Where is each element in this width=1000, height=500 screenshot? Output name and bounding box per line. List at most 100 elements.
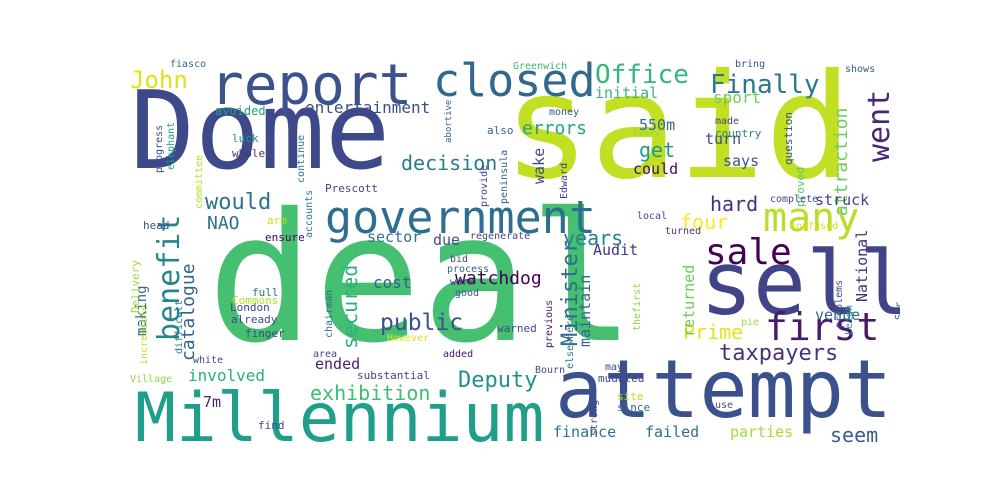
word-went: went [862, 89, 897, 163]
word-report: report [210, 53, 413, 118]
word-hard: hard [710, 192, 759, 216]
word-already: already [231, 313, 278, 326]
word-warned: warned [497, 322, 537, 335]
word-due: due [433, 231, 461, 249]
word-failed: failed [645, 423, 700, 441]
word-deal: deal [207, 175, 636, 382]
word-incredible: incredible [139, 304, 150, 366]
word-national: National [853, 229, 871, 303]
word-peninsula: peninsula [499, 149, 510, 205]
word-full: full [252, 286, 279, 299]
word-550m: 550m [639, 116, 676, 134]
word-public: public [380, 310, 464, 336]
word-john: John [130, 66, 188, 94]
word-millennium: Millennium [135, 379, 545, 451]
word-every: Every [633, 129, 661, 139]
word-maintain: maintain [576, 274, 594, 348]
word-taxpayers: taxpayers [719, 341, 839, 366]
word-turn: turn [705, 130, 742, 148]
word-cloud: said deal Dome attempt Millennium sell report g… [125, 50, 900, 450]
word-sport: sport [713, 88, 762, 107]
word-finance: finance [553, 423, 617, 441]
word-bring: bring [735, 59, 766, 70]
word-bourn: Bourn [535, 365, 566, 376]
word-audit: Audit [593, 241, 639, 259]
word-added: added [443, 349, 474, 360]
word-elsewhere: elsewhere [565, 314, 576, 370]
word-head: head [143, 219, 170, 232]
word-question: question [782, 111, 795, 165]
word-greenwich: Greenwich [513, 61, 568, 72]
word-cost: cost [373, 273, 412, 292]
word-struck: struck [815, 191, 870, 209]
word-bid: bid [450, 254, 469, 265]
word-shows: shows [845, 64, 876, 75]
word-village: Village [130, 374, 173, 385]
word-sell: sell [700, 232, 900, 335]
word-7m: 7m [203, 393, 222, 411]
word-returned: returned [680, 264, 698, 338]
word-turned: turned [665, 226, 702, 237]
word-government: government [325, 191, 596, 244]
word-previous: previous [544, 299, 555, 349]
word-prescott: Prescott [325, 182, 378, 195]
word-nao: NAO [207, 213, 240, 234]
word-arm: arm [267, 214, 287, 227]
word-said: said [503, 50, 853, 212]
word-white: white [193, 355, 224, 366]
word-would: would [205, 190, 272, 215]
word-years: years [563, 226, 624, 250]
word-decision: decision [401, 151, 498, 175]
word-entertainment: entertainment [305, 98, 431, 117]
word-good: good [455, 288, 480, 299]
word-watchdog: watchdog [455, 268, 542, 289]
word-muddled: muddled [598, 372, 645, 385]
word-thefirst: thefirst [632, 282, 643, 332]
word-edward: Edward [559, 162, 570, 200]
word-strong: strong [589, 399, 600, 437]
word-ensure: ensure [265, 231, 305, 244]
word-difficult: difficult [174, 299, 185, 355]
word-substantial: substantial [357, 369, 430, 382]
word-secured: secured [338, 264, 362, 350]
word-leigh: Leigh [844, 304, 855, 336]
word-could: could [633, 160, 679, 178]
word-made: made [715, 116, 740, 127]
word-prime: Prime [683, 320, 744, 344]
word-whole: whole [232, 147, 266, 160]
word-many: many [763, 195, 860, 241]
word-may: may [605, 362, 624, 373]
word-work: work [450, 277, 475, 288]
word-attempt: attempt [555, 343, 893, 436]
word-continue: continue [296, 134, 307, 184]
word-accounts: accounts [304, 189, 315, 239]
word-office: Office [595, 60, 689, 90]
word-complete: complete [770, 194, 819, 205]
word-commons: Commons [232, 294, 279, 307]
word-venue: venue [815, 306, 861, 324]
word-says: says [723, 152, 760, 170]
word-provide: provide [479, 164, 490, 208]
word-abortive: abortive [444, 99, 454, 144]
word-errors: errors [522, 118, 588, 139]
word-find: find [258, 419, 285, 432]
word-exhibition: exhibition [310, 381, 431, 405]
word-initial: initial [595, 84, 659, 102]
word-area: area [313, 349, 338, 360]
word-sir: Sir [894, 301, 900, 321]
word-use: use [715, 400, 734, 411]
word-fiasco: fiasco [170, 59, 207, 70]
word-first: first [765, 305, 880, 349]
word-sale: sale [705, 232, 792, 273]
word-ended: ended [315, 355, 361, 373]
word-also: also [487, 124, 514, 137]
word-chairman: chairman [324, 289, 335, 339]
word-luck: luck [232, 132, 259, 145]
word-pie: pie [741, 317, 760, 328]
word-parties: parties [730, 423, 794, 441]
word-process: process [447, 264, 490, 275]
word-progress: progress [154, 124, 165, 174]
word-avoided: avoided [215, 104, 266, 118]
word-however: However [387, 333, 430, 344]
